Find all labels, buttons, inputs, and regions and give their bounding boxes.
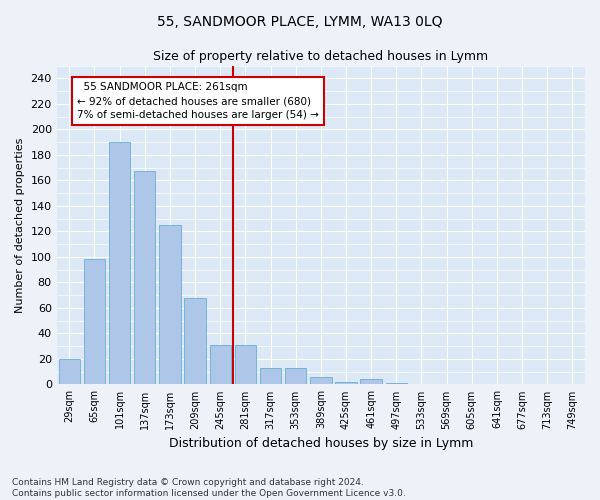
Bar	[184, 298, 206, 384]
Bar	[134, 172, 155, 384]
Y-axis label: Number of detached properties: Number of detached properties	[15, 138, 25, 312]
Text: Contains HM Land Registry data © Crown copyright and database right 2024.
Contai: Contains HM Land Registry data © Crown c…	[12, 478, 406, 498]
Bar	[59, 359, 80, 384]
X-axis label: Distribution of detached houses by size in Lymm: Distribution of detached houses by size …	[169, 437, 473, 450]
Bar	[285, 368, 307, 384]
Bar	[235, 345, 256, 385]
Bar	[84, 260, 105, 384]
Bar	[209, 345, 231, 385]
Text: 55 SANDMOOR PLACE: 261sqm
← 92% of detached houses are smaller (680)
7% of semi-: 55 SANDMOOR PLACE: 261sqm ← 92% of detac…	[77, 82, 319, 120]
Bar	[310, 377, 332, 384]
Bar	[361, 380, 382, 384]
Bar	[109, 142, 130, 384]
Bar	[386, 383, 407, 384]
Bar	[260, 368, 281, 384]
Text: 55, SANDMOOR PLACE, LYMM, WA13 0LQ: 55, SANDMOOR PLACE, LYMM, WA13 0LQ	[157, 15, 443, 29]
Bar	[335, 382, 356, 384]
Bar	[159, 225, 181, 384]
Title: Size of property relative to detached houses in Lymm: Size of property relative to detached ho…	[153, 50, 488, 63]
